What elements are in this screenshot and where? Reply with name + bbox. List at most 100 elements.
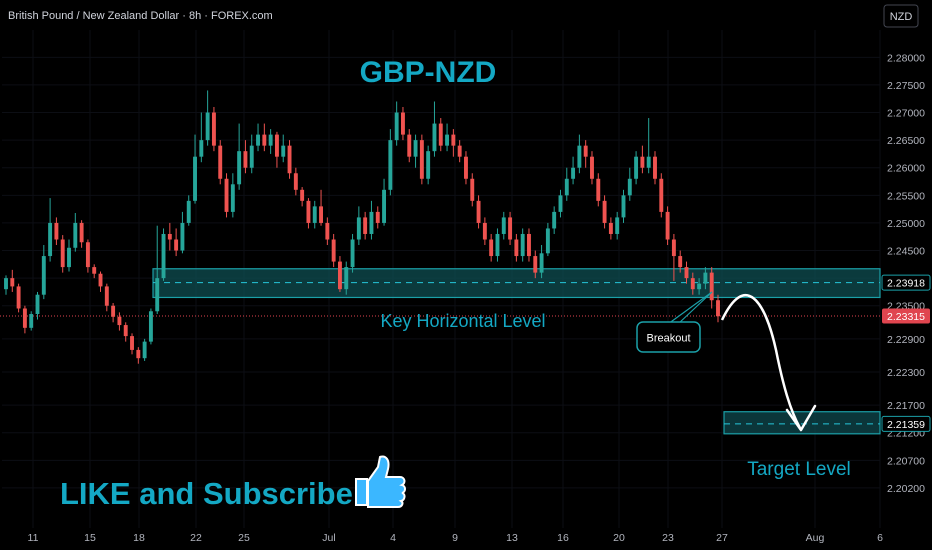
candle-body [344,267,349,290]
candle-body [60,239,65,268]
candlestick-series [4,90,720,364]
candle-body [111,305,116,317]
key-level-label: Key Horizontal Level [380,311,545,331]
candle-body [306,200,311,223]
candle-body [237,151,242,185]
candle-body [161,233,166,279]
currency-badge-label: NZD [890,11,913,23]
x-tick-label: 4 [390,532,396,544]
candle-body [29,314,34,328]
thumbs-up-icon[interactable] [355,455,406,508]
candle-body [457,145,462,157]
x-tick-label: 23 [662,532,674,544]
candle-body [287,145,292,174]
x-tick-label: 11 [28,532,39,544]
breakout-pointer [667,291,713,325]
candle-body [16,286,21,309]
candle-body [205,112,210,141]
candle-body [337,261,342,290]
candle-body [98,273,103,287]
candle-body [470,178,475,201]
target-price: 2.21359 [887,419,925,431]
candle-body [230,184,235,212]
candle-body [104,286,109,306]
candle-body [350,239,355,268]
candle-body [495,233,500,257]
candle-body [92,267,97,274]
y-tick-label: 2.27500 [887,80,925,92]
x-tick-label: Jul [322,532,335,544]
candle-body [697,283,702,290]
candle-body [155,278,160,312]
x-tick-label: 20 [613,532,625,544]
candle-body [331,239,336,262]
x-tick-label: Aug [806,532,825,544]
candle-body [451,134,456,146]
candle-body [432,123,437,152]
candle-body [426,151,431,179]
candle-body [577,145,582,168]
candle-body [583,145,588,157]
candle-body [464,156,468,179]
candle-body [552,211,557,229]
y-tick-label: 2.25000 [887,218,925,230]
time-axis[interactable]: 11 15 18 22 25 Jul 4 9 13 16 20 23 27 Aug 6 [28,532,884,544]
candle-body [445,134,450,146]
candle-body [527,233,531,257]
candle-body [262,134,267,146]
candle-body [558,195,563,212]
y-tick-label: 2.20700 [887,455,925,467]
like-subscribe-text[interactable]: LIKE and Subscribe [60,476,353,511]
candle-body [35,294,40,315]
currency-badge[interactable] [883,4,919,28]
candle-body [79,222,84,243]
candle-body [382,189,387,223]
candle-body [709,272,714,301]
symbol-title: British Pound / New Zealand Dollar · 8h … [8,10,273,22]
candle-body [142,341,147,359]
candle-body [388,140,393,190]
candle-body [665,211,670,240]
candle-body [123,325,128,337]
candle-body [514,239,519,257]
candle-body [22,308,27,328]
candle-body [401,112,405,135]
target-zone[interactable] [723,411,881,435]
x-tick-label: 13 [506,532,518,544]
candle-body [274,134,279,157]
candle-body [646,156,651,168]
candle-body [363,217,368,234]
x-tick-label: 16 [557,532,569,544]
breakout-callout[interactable] [636,321,701,353]
candle-body [293,173,298,190]
candle-body [243,151,248,168]
candle-body [85,242,90,268]
y-tick-label: 2.28000 [887,52,925,64]
y-tick-label: 2.25500 [887,190,925,202]
candle-body [218,145,223,179]
candle-body [482,222,487,240]
candle-body [671,239,676,257]
y-tick-label: 2.26500 [887,135,925,147]
candle-body [653,156,657,179]
candle-body [508,217,513,240]
candle-body [256,134,260,146]
candle-body [180,222,185,251]
y-tick-label: 2.26000 [887,163,925,175]
candle-body [489,239,494,257]
candle-body [130,336,134,350]
target-level-label: Target Level [747,459,851,480]
candle-body [627,178,632,196]
y-tick-label: 2.24500 [887,246,925,258]
key-level-price: 2.23918 [887,278,925,290]
candle-body [281,145,286,157]
y-tick-label: 2.27000 [887,108,925,120]
candle-body [407,134,412,157]
candle-body [545,228,550,254]
candle-body [501,217,506,234]
candle-body [394,112,399,141]
candle-body [419,140,424,179]
candle-body [375,211,380,223]
candle-body [4,278,8,290]
